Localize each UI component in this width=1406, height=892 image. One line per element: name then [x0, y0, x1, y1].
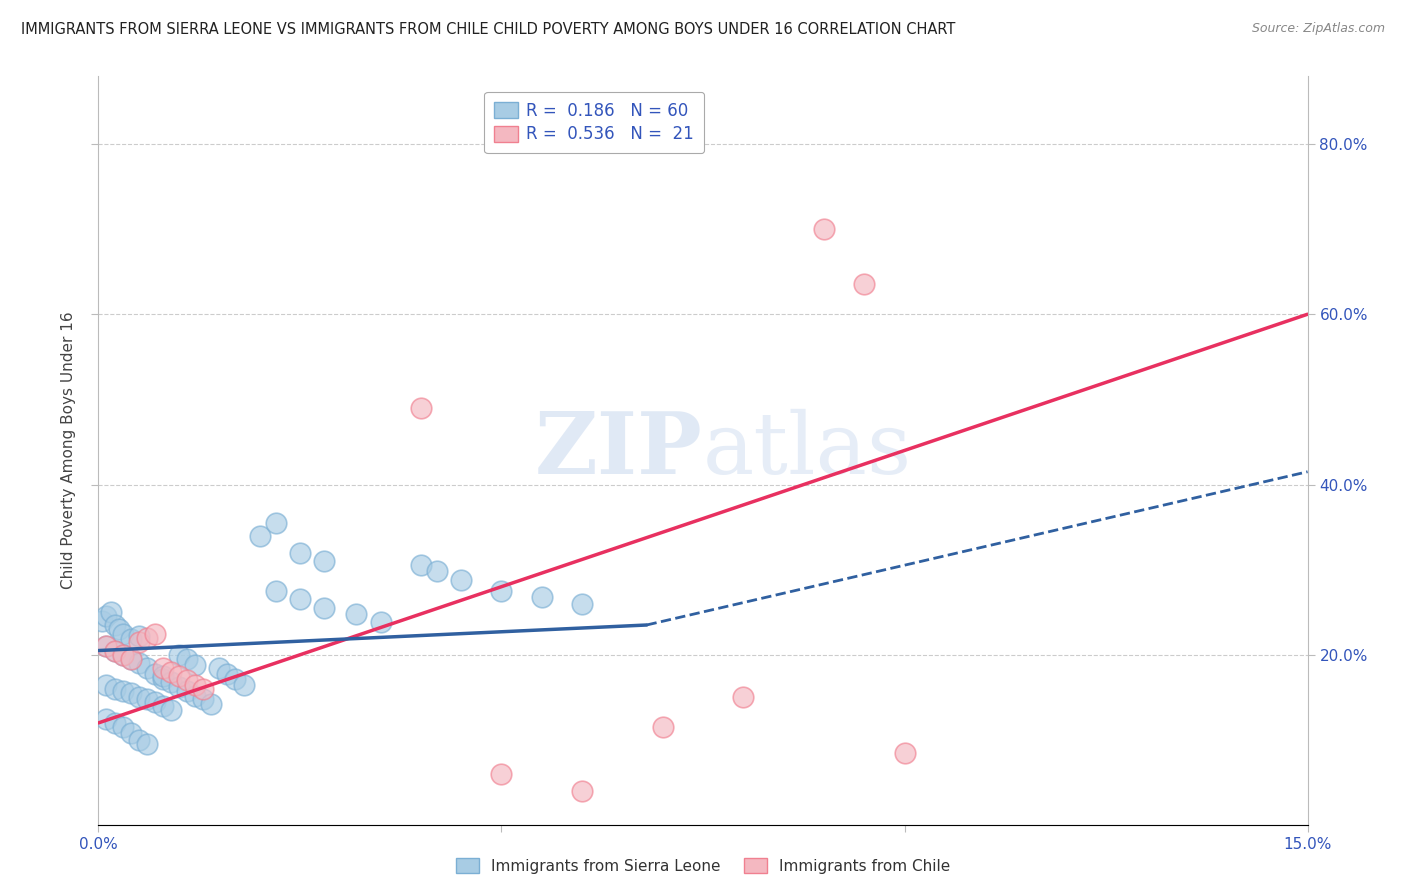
Point [167, 680, 190, 694]
Point [193, 692, 215, 706]
Point [176, 673, 198, 688]
Point [370, 615, 392, 630]
Point [103, 715, 125, 730]
Point [152, 669, 174, 683]
Point [103, 681, 125, 696]
Point [450, 573, 472, 587]
Point [103, 618, 125, 632]
Point [111, 626, 134, 640]
Point [120, 726, 142, 740]
Point [530, 590, 553, 604]
Point [96, 678, 118, 692]
Point [193, 681, 215, 696]
Point [128, 733, 150, 747]
Point [249, 528, 271, 542]
Point [733, 690, 755, 705]
Point [491, 767, 513, 781]
Point [135, 631, 157, 645]
Point [571, 597, 593, 611]
Point [152, 672, 174, 686]
Point [143, 626, 166, 640]
Text: IMMIGRANTS FROM SIERRA LEONE VS IMMIGRANTS FROM CHILE CHILD POVERTY AMONG BOYS U: IMMIGRANTS FROM SIERRA LEONE VS IMMIGRAN… [21, 22, 956, 37]
Point [208, 660, 231, 674]
Legend: R =  0.186   N = 60, R =  0.536   N =  21: R = 0.186 N = 60, R = 0.536 N = 21 [485, 92, 704, 153]
Point [571, 784, 593, 798]
Point [128, 690, 150, 705]
Point [288, 546, 311, 560]
Point [200, 697, 222, 711]
Y-axis label: Child Poverty Among Boys Under 16: Child Poverty Among Boys Under 16 [60, 311, 76, 590]
Point [160, 675, 183, 690]
Point [103, 643, 125, 657]
Point [853, 277, 876, 292]
Point [128, 657, 150, 671]
Point [111, 648, 134, 662]
Point [184, 678, 207, 692]
Point [314, 554, 336, 568]
Point [128, 635, 150, 649]
Point [96, 609, 118, 624]
Point [167, 648, 190, 662]
Text: atlas: atlas [703, 409, 912, 492]
Point [107, 622, 129, 636]
Point [96, 712, 118, 726]
Point [176, 652, 198, 666]
Point [160, 703, 183, 717]
Point [264, 516, 287, 530]
Legend: Immigrants from Sierra Leone, Immigrants from Chile: Immigrants from Sierra Leone, Immigrants… [450, 852, 956, 880]
Point [184, 689, 207, 703]
Text: Source: ZipAtlas.com: Source: ZipAtlas.com [1251, 22, 1385, 36]
Point [135, 692, 157, 706]
Point [491, 583, 513, 598]
Point [152, 660, 174, 674]
Point [100, 605, 122, 619]
Point [96, 640, 118, 654]
Point [128, 629, 150, 643]
Point [120, 632, 142, 647]
Point [160, 665, 183, 679]
Point [813, 222, 835, 236]
Point [409, 401, 432, 415]
Point [224, 672, 246, 686]
Point [426, 565, 449, 579]
Point [264, 583, 287, 598]
Point [344, 607, 367, 621]
Point [91, 614, 114, 628]
Point [111, 720, 134, 734]
Point [184, 658, 207, 673]
Point [232, 678, 254, 692]
Point [217, 666, 239, 681]
Point [176, 683, 198, 698]
Point [288, 592, 311, 607]
Point [143, 666, 166, 681]
Point [103, 643, 125, 657]
Point [111, 648, 134, 662]
Point [120, 652, 142, 666]
Point [120, 686, 142, 700]
Point [120, 652, 142, 666]
Point [314, 601, 336, 615]
Point [135, 737, 157, 751]
Text: ZIP: ZIP [536, 409, 703, 492]
Point [96, 640, 118, 654]
Point [111, 683, 134, 698]
Point [893, 746, 915, 760]
Point [409, 558, 432, 573]
Point [143, 695, 166, 709]
Point [135, 660, 157, 674]
Point [152, 698, 174, 713]
Point [651, 720, 673, 734]
Point [167, 669, 190, 683]
